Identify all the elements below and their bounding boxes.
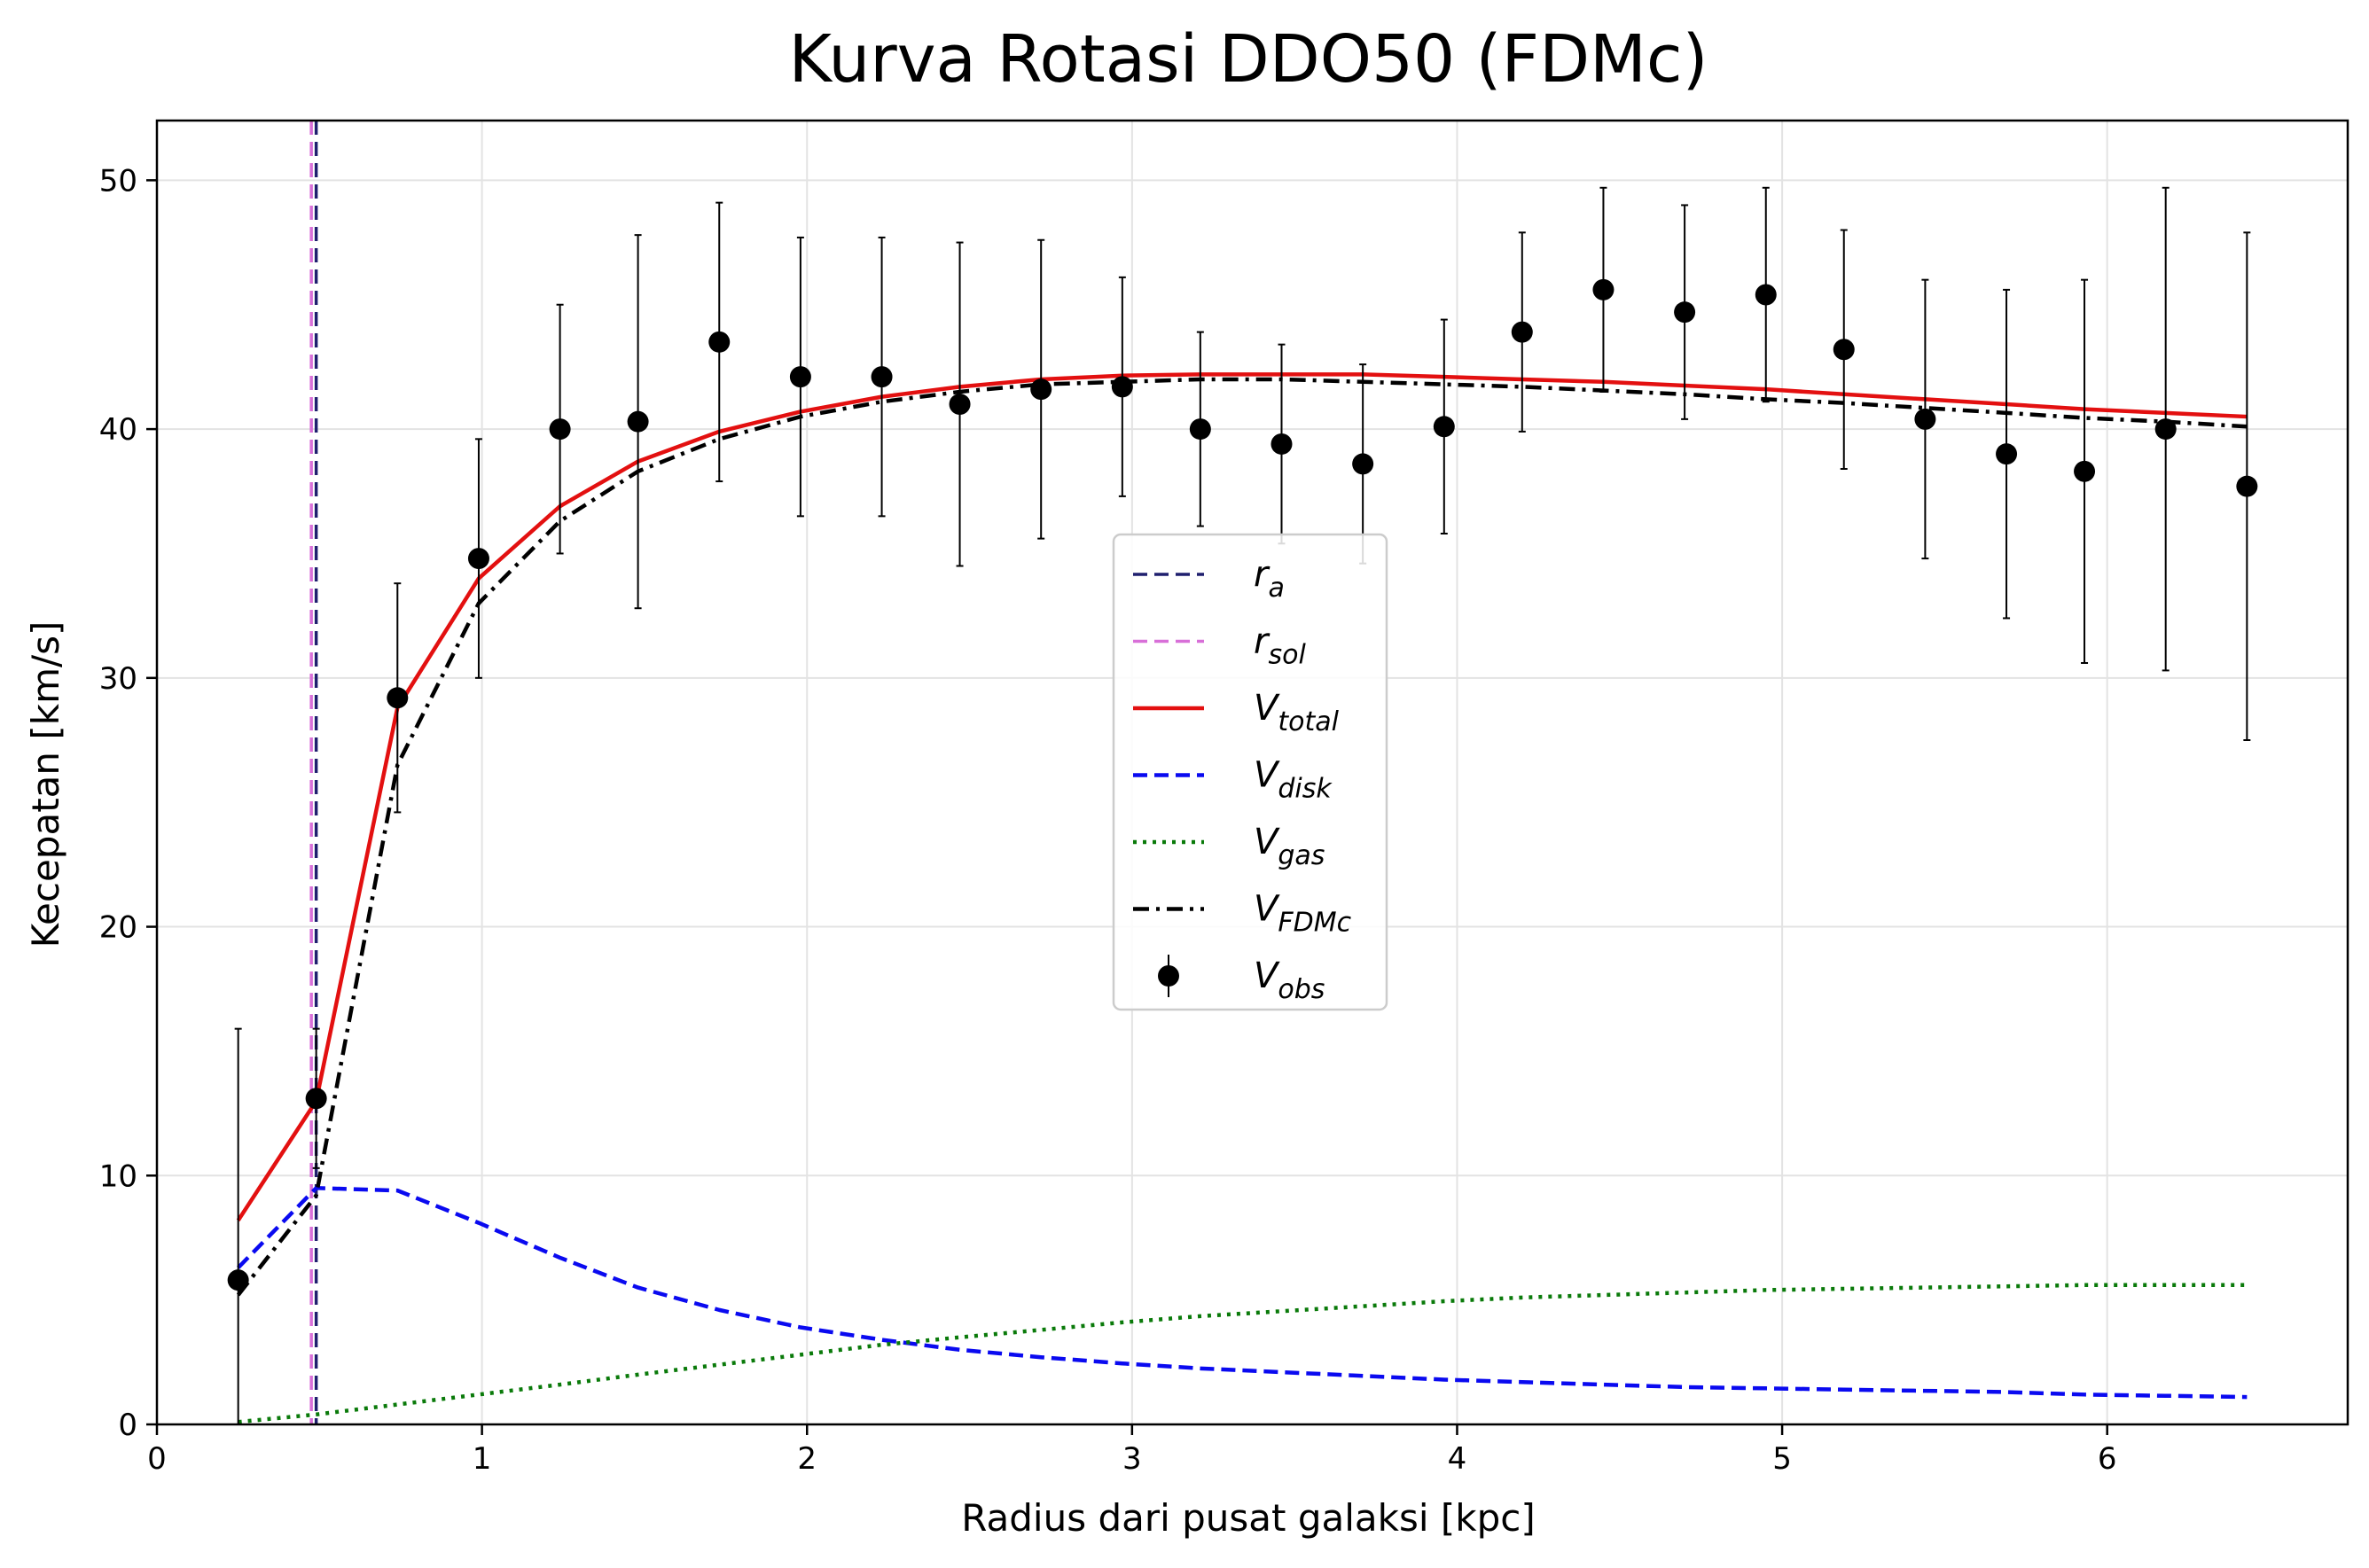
- observed-point: [1674, 204, 1696, 420]
- y-tick-label: 40: [99, 412, 137, 448]
- x-tick-label: 2: [797, 1441, 817, 1477]
- observed-point: [789, 236, 811, 518]
- legend: ra rsol Vtotal Vdisk Vgas VFDMc Vobs: [1112, 533, 1388, 1011]
- observed-point: [1352, 363, 1374, 565]
- legend-label: Vdisk: [1254, 755, 1333, 805]
- legend-entry: Vobs: [1158, 955, 1325, 1005]
- obs-marker: [227, 1269, 249, 1291]
- y-tick-label: 50: [99, 163, 137, 199]
- obs-marker: [2074, 460, 2096, 482]
- obs-marker: [1755, 284, 1777, 306]
- legend-box: [1112, 533, 1388, 1011]
- observed-point: [227, 1027, 249, 1425]
- legend-label: ra: [1254, 554, 1285, 604]
- obs-marker: [1674, 301, 1696, 324]
- chart-title: Kurva Rotasi DDO50 (FDMc): [789, 21, 1708, 98]
- y-tick-label: 30: [99, 661, 137, 697]
- obs-marker: [1511, 321, 1533, 343]
- obs-marker: [1111, 376, 1133, 398]
- obs-marker: [949, 394, 971, 416]
- legend-label: Vobs: [1254, 956, 1325, 1005]
- obs-marker: [789, 366, 811, 388]
- plot-frame: [155, 119, 2349, 1426]
- y-axis-label: Kecepatan [km/s]: [24, 621, 67, 948]
- observed-point: [1755, 186, 1777, 403]
- obs-marker: [871, 366, 893, 388]
- observed-point: [1511, 231, 1533, 433]
- observed-point: [1833, 229, 1855, 471]
- obs-marker: [1592, 278, 1615, 300]
- series-v-total: [236, 372, 2248, 1222]
- x-tick-label: 3: [1122, 1441, 1142, 1477]
- legend-entry: VFDMc: [1133, 889, 1352, 939]
- x-tick-label: 0: [147, 1441, 167, 1477]
- observed-point: [627, 234, 649, 610]
- observed-point: [1914, 278, 1936, 560]
- obs-marker: [1352, 453, 1374, 475]
- observed-point: [949, 241, 971, 567]
- obs-marker: [1271, 433, 1293, 455]
- obs-marker: [305, 1088, 327, 1110]
- legend-entry: Vtotal: [1133, 688, 1340, 737]
- legend-label: VFDMc: [1254, 889, 1352, 939]
- y-tick-label: 20: [99, 910, 137, 946]
- observed-point: [2074, 278, 2096, 664]
- obs-marker: [387, 687, 409, 709]
- legend-label: Vgas: [1254, 822, 1325, 871]
- observed-point: [467, 438, 489, 679]
- legend-entry: ra: [1133, 554, 1285, 604]
- grid-lines: [156, 121, 2348, 1425]
- obs-marker: [1433, 416, 1455, 438]
- x-axis-label: Radius dari pusat galaksi [kpc]: [961, 1496, 1535, 1540]
- observed-point: [1030, 238, 1052, 540]
- observed-point: [1592, 186, 1615, 393]
- y-tick-label: 0: [118, 1408, 137, 1443]
- legend-marker: [1158, 965, 1179, 987]
- observed-point: [1271, 343, 1293, 545]
- observed-point: [387, 582, 409, 814]
- obs-marker: [467, 548, 489, 570]
- legend-entry: rsol: [1133, 621, 1306, 671]
- x-tick-label: 1: [473, 1441, 492, 1477]
- obs-marker: [1189, 418, 1211, 441]
- observed-point: [1433, 318, 1455, 535]
- observed-point: [2154, 186, 2177, 672]
- vertical-reference-lines: [309, 121, 318, 1424]
- observed-point: [871, 236, 893, 518]
- observed-point: [1996, 288, 2018, 620]
- y-tick-label: 10: [99, 1158, 137, 1194]
- legend-label: Vtotal: [1254, 688, 1340, 737]
- obs-marker: [627, 410, 649, 433]
- observed-point: [305, 1027, 327, 1169]
- observed-point: [1189, 331, 1211, 527]
- x-tick-label: 6: [2098, 1441, 2117, 1477]
- axis-ticks: 0 1 2 3 4 5 6 0 10 20 30 40 50: [99, 163, 2117, 1477]
- observed-point: [549, 303, 571, 555]
- legend-entry: Vdisk: [1133, 755, 1333, 805]
- obs-marker: [1833, 339, 1855, 361]
- observed-point: [1111, 276, 1133, 497]
- obs-marker: [1914, 408, 1936, 430]
- x-tick-label: 5: [1772, 1441, 1792, 1477]
- obs-marker: [2154, 418, 2177, 441]
- legend-label: rsol: [1254, 621, 1306, 671]
- series-v-fdmc: [236, 377, 2248, 1297]
- observed-points: [227, 186, 2258, 1425]
- obs-marker: [1996, 443, 2018, 465]
- obs-marker: [708, 331, 731, 353]
- legend-entry: Vgas: [1133, 822, 1325, 871]
- obs-marker: [2236, 475, 2258, 497]
- model-curves: [236, 372, 2248, 1424]
- observed-point: [708, 201, 731, 483]
- observed-point: [2236, 231, 2258, 742]
- obs-marker: [549, 418, 571, 441]
- series-v-gas: [238, 1283, 2248, 1424]
- series-v-disk: [237, 1186, 2248, 1400]
- obs-marker: [1030, 378, 1052, 401]
- x-tick-label: 4: [1448, 1441, 1467, 1477]
